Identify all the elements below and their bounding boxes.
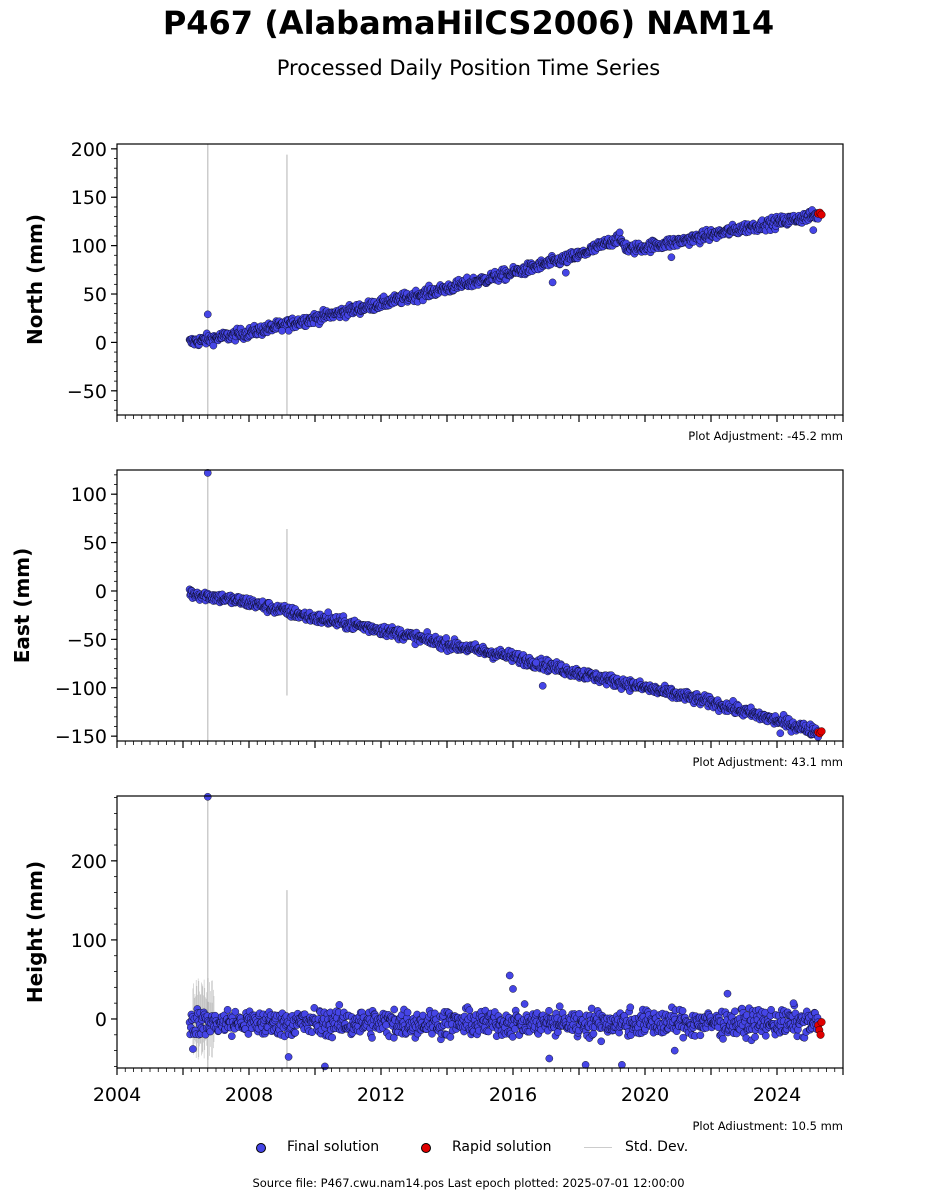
- std-line-icon: [584, 1147, 612, 1148]
- x-tick-label: 2024: [753, 1084, 801, 1106]
- rapid-point: [817, 727, 826, 736]
- final-point: [538, 682, 547, 690]
- final-point: [446, 1033, 455, 1041]
- plot-adjustment-note: Plot Adjustment: -45.2 mm: [688, 429, 843, 443]
- y-tick-label: −50: [67, 629, 107, 651]
- final-marker-icon: [256, 1143, 266, 1153]
- final-point: [762, 1032, 770, 1040]
- final-point: [615, 228, 624, 237]
- x-tick-label: 2004: [93, 1084, 141, 1106]
- final-point: [719, 1035, 727, 1043]
- source-file-note: Source file: P467.cwu.nam14.pos Last epo…: [252, 1176, 685, 1190]
- final-point: [520, 1000, 529, 1008]
- final-point: [532, 658, 540, 667]
- final-point: [723, 989, 732, 998]
- final-point: [509, 985, 517, 993]
- final-point: [203, 792, 212, 801]
- y-tick-label: 100: [71, 930, 107, 952]
- final-point: [465, 1006, 474, 1015]
- y-tick-label: −150: [55, 726, 107, 748]
- y-tick-label: 200: [71, 851, 107, 873]
- time-series-plots: −50 0 50 100 150 200 North (mm) Plot Adjustment…: [10, 139, 844, 1130]
- final-point: [390, 1005, 399, 1014]
- x-tick-label: 2008: [225, 1084, 273, 1106]
- y-tick-label: 200: [71, 139, 107, 161]
- final-point: [776, 729, 785, 738]
- final-point: [545, 1007, 553, 1015]
- final-point: [597, 1037, 606, 1046]
- y-tick-label: 50: [83, 284, 107, 306]
- final-point: [508, 1033, 517, 1041]
- x-tick-label: 2016: [489, 1084, 537, 1106]
- plot-adjustment-note: Plot Adjustment: 10.5 mm: [692, 1119, 843, 1130]
- rapid-point: [817, 210, 826, 219]
- final-point: [696, 1031, 705, 1040]
- final-point: [227, 1032, 236, 1040]
- y-tick-label: 100: [71, 236, 107, 258]
- final-point: [189, 1045, 197, 1053]
- chart-subtitle: Processed Daily Position Time Series: [276, 56, 661, 80]
- final-point: [335, 1001, 344, 1009]
- final-point: [284, 1053, 293, 1061]
- legend: Final solution Rapid solution Std. Dev.: [0, 1137, 937, 1157]
- y-tick-label: 0: [95, 581, 107, 603]
- final-point: [505, 971, 514, 980]
- final-point: [789, 999, 798, 1007]
- x-tick-label: 2020: [621, 1084, 669, 1106]
- final-point: [324, 608, 333, 617]
- final-point: [545, 1054, 554, 1063]
- final-point: [589, 1030, 598, 1038]
- legend-rapid-label: Rapid solution: [452, 1139, 552, 1155]
- y-tick-label: 150: [71, 187, 107, 209]
- rapid-marker-icon: [421, 1143, 431, 1153]
- y-tick-label: −50: [67, 381, 107, 403]
- x-tick-label: 2012: [357, 1084, 405, 1106]
- y-tick-label: −100: [55, 678, 107, 700]
- final-point: [667, 253, 676, 262]
- final-point: [618, 1061, 626, 1069]
- final-point: [809, 226, 818, 234]
- y-tick-label: 50: [83, 533, 107, 555]
- rapid-point: [817, 1018, 826, 1027]
- chart-title: P467 (AlabamaHilCS2006) NAM14: [162, 4, 775, 42]
- final-point: [368, 1034, 376, 1042]
- final-point: [223, 1006, 232, 1014]
- final-point: [562, 268, 570, 277]
- y-axis-label: East (mm): [10, 548, 34, 664]
- plot-adjustment-note: Plot Adjustment: 43.1 mm: [692, 755, 843, 769]
- final-point: [321, 1062, 329, 1071]
- final-point: [403, 1008, 412, 1017]
- final-point: [626, 1003, 635, 1012]
- final-point: [548, 278, 557, 287]
- final-point: [291, 1028, 300, 1037]
- final-point: [751, 1033, 759, 1041]
- legend-final-label: Final solution: [287, 1139, 380, 1155]
- y-axis-label: North (mm): [23, 214, 47, 345]
- y-tick-label: 0: [95, 332, 107, 354]
- final-point: [203, 310, 212, 319]
- final-point: [555, 1002, 564, 1011]
- final-point: [678, 1007, 687, 1015]
- final-point: [731, 1007, 739, 1016]
- y-tick-label: 0: [95, 1009, 107, 1031]
- y-tick-label: 100: [71, 484, 107, 506]
- final-point: [278, 326, 286, 335]
- y-axis-label: Height (mm): [23, 861, 47, 1003]
- rapid-point: [816, 1030, 825, 1039]
- legend-std-label: Std. Dev.: [625, 1139, 689, 1155]
- final-point: [670, 1046, 679, 1055]
- final-point: [328, 1033, 337, 1042]
- final-point: [581, 1061, 590, 1069]
